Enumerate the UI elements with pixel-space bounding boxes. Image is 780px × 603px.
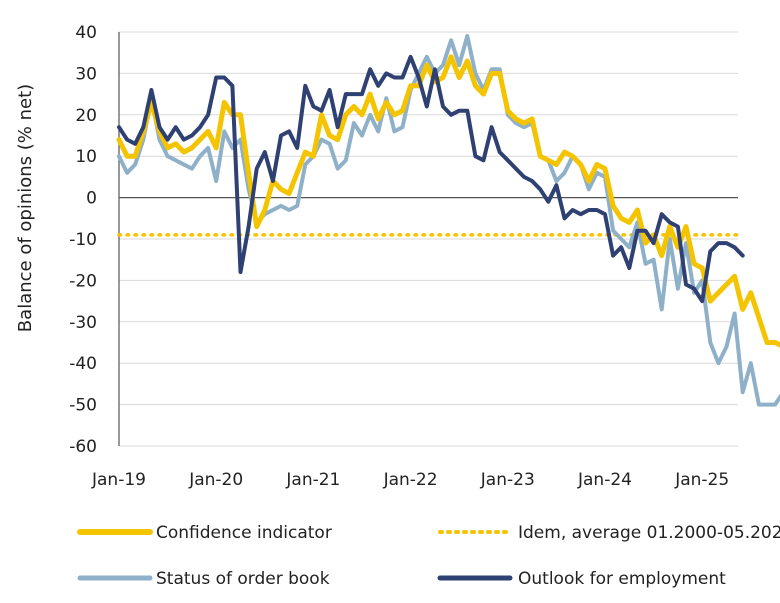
legend-item-employment: Outlook for employment	[437, 569, 726, 589]
x-tick-label: Jan-25	[674, 470, 729, 490]
legend-item-order-book: Status of order book	[77, 569, 330, 589]
y-axis-tick-labels: 40 30 20 10 0 -10 -20 -30 -40 -50 -60	[69, 23, 97, 457]
x-tick-label: Jan-21	[285, 470, 340, 490]
y-tick-label: -30	[69, 313, 97, 333]
y-tick-label: -20	[69, 271, 97, 291]
legend: Confidence indicator Idem, average 01.20…	[77, 523, 780, 589]
series-lines	[116, 34, 780, 407]
y-tick-label: 40	[75, 23, 97, 43]
y-tick-label: -40	[69, 354, 97, 374]
x-axis-tick-labels: Jan-19 Jan-20 Jan-21 Jan-22 Jan-23 Jan-24 Jan-…	[91, 470, 729, 490]
y-tick-label: 10	[75, 147, 97, 167]
y-axis-title: Balance of opinions (% net)	[15, 84, 36, 332]
legend-item-confidence: Confidence indicator	[77, 523, 332, 543]
series-line-order-book	[117, 34, 780, 407]
y-tick-label: -10	[69, 230, 97, 250]
series-line-confidence	[116, 54, 780, 348]
x-tick-label: Jan-24	[577, 470, 632, 490]
legend-label-average: Idem, average 01.2000-05.2025	[518, 523, 780, 543]
y-tick-label: 30	[75, 64, 97, 84]
series-line-employment	[117, 54, 745, 304]
y-tick-label: -50	[69, 396, 97, 416]
x-tick-label: Jan-20	[188, 470, 243, 490]
legend-label-confidence: Confidence indicator	[156, 523, 332, 543]
y-tick-label: 0	[86, 189, 97, 209]
x-tick-label: Jan-19	[91, 470, 146, 490]
y-tick-label: 20	[75, 106, 97, 126]
legend-label-employment: Outlook for employment	[518, 569, 726, 589]
legend-item-average: Idem, average 01.2000-05.2025	[438, 523, 780, 543]
x-tick-label: Jan-22	[383, 470, 438, 490]
y-tick-label: -60	[69, 437, 97, 457]
x-tick-label: Jan-23	[480, 470, 535, 490]
legend-label-order-book: Status of order book	[156, 569, 330, 589]
